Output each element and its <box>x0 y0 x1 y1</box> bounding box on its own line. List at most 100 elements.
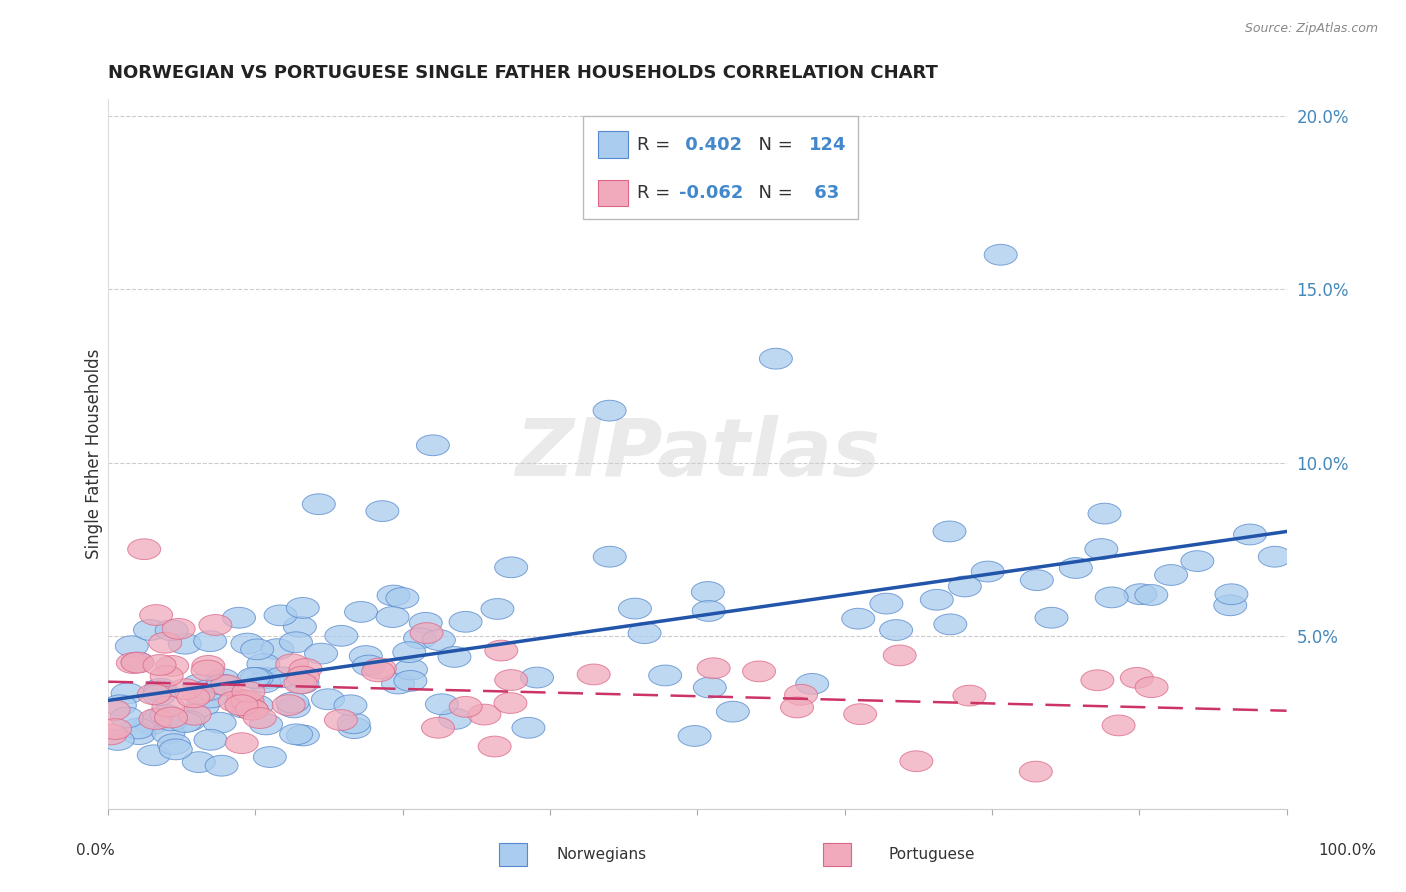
Ellipse shape <box>478 736 512 757</box>
Ellipse shape <box>235 699 269 720</box>
Ellipse shape <box>173 711 205 731</box>
Ellipse shape <box>404 628 437 648</box>
Ellipse shape <box>361 661 395 681</box>
Ellipse shape <box>394 671 427 691</box>
Ellipse shape <box>235 699 269 720</box>
Ellipse shape <box>972 561 1004 582</box>
Ellipse shape <box>693 677 727 698</box>
Text: 63: 63 <box>808 184 839 202</box>
Ellipse shape <box>1233 524 1267 545</box>
Ellipse shape <box>225 732 259 754</box>
Ellipse shape <box>422 630 456 650</box>
Ellipse shape <box>377 585 411 606</box>
Ellipse shape <box>115 636 148 657</box>
Ellipse shape <box>392 641 426 663</box>
Ellipse shape <box>162 618 195 640</box>
Ellipse shape <box>247 654 280 674</box>
Ellipse shape <box>149 632 181 653</box>
Ellipse shape <box>169 712 202 732</box>
Ellipse shape <box>481 599 515 619</box>
Ellipse shape <box>101 730 134 750</box>
Ellipse shape <box>312 689 344 710</box>
Ellipse shape <box>325 625 357 646</box>
Ellipse shape <box>194 687 228 708</box>
Ellipse shape <box>934 614 967 635</box>
Ellipse shape <box>157 734 190 755</box>
Ellipse shape <box>240 695 273 716</box>
Ellipse shape <box>449 697 482 717</box>
Ellipse shape <box>128 539 160 559</box>
Ellipse shape <box>1035 607 1069 628</box>
Ellipse shape <box>191 660 224 681</box>
Ellipse shape <box>844 704 877 724</box>
Ellipse shape <box>780 697 814 718</box>
Ellipse shape <box>485 640 517 661</box>
Ellipse shape <box>337 718 371 739</box>
Ellipse shape <box>247 672 281 693</box>
Ellipse shape <box>202 713 236 733</box>
Ellipse shape <box>252 668 284 689</box>
Ellipse shape <box>152 723 184 744</box>
Ellipse shape <box>240 639 274 660</box>
Ellipse shape <box>191 656 225 676</box>
Text: NORWEGIAN VS PORTUGUESE SINGLE FATHER HOUSEHOLDS CORRELATION CHART: NORWEGIAN VS PORTUGUESE SINGLE FATHER HO… <box>108 64 938 82</box>
Ellipse shape <box>207 669 239 690</box>
Text: Source: ZipAtlas.com: Source: ZipAtlas.com <box>1244 22 1378 36</box>
Ellipse shape <box>273 695 305 715</box>
Ellipse shape <box>238 667 270 689</box>
Ellipse shape <box>520 667 554 688</box>
Ellipse shape <box>1021 570 1053 591</box>
Ellipse shape <box>150 705 183 725</box>
Ellipse shape <box>240 667 273 689</box>
Ellipse shape <box>134 620 166 640</box>
Ellipse shape <box>179 705 211 725</box>
Ellipse shape <box>122 718 155 739</box>
Text: Norwegians: Norwegians <box>557 847 647 862</box>
Y-axis label: Single Father Households: Single Father Households <box>86 349 103 559</box>
Ellipse shape <box>366 500 399 522</box>
Ellipse shape <box>287 725 319 746</box>
Ellipse shape <box>759 348 793 369</box>
Ellipse shape <box>284 616 316 637</box>
Ellipse shape <box>262 639 294 659</box>
Ellipse shape <box>648 665 682 686</box>
Ellipse shape <box>205 756 238 776</box>
Ellipse shape <box>785 684 817 706</box>
Ellipse shape <box>183 674 215 695</box>
Text: -0.062: -0.062 <box>679 184 744 202</box>
Ellipse shape <box>1102 715 1135 736</box>
Ellipse shape <box>349 646 382 666</box>
Ellipse shape <box>692 600 725 622</box>
Ellipse shape <box>409 613 443 633</box>
Ellipse shape <box>512 717 546 739</box>
Ellipse shape <box>742 661 776 681</box>
Ellipse shape <box>437 647 471 667</box>
Ellipse shape <box>678 725 711 747</box>
Ellipse shape <box>411 623 443 643</box>
Ellipse shape <box>280 632 312 653</box>
Ellipse shape <box>226 690 260 711</box>
Ellipse shape <box>139 605 173 625</box>
Ellipse shape <box>211 675 243 696</box>
Ellipse shape <box>277 697 311 718</box>
Ellipse shape <box>290 658 322 680</box>
Ellipse shape <box>152 696 186 717</box>
Ellipse shape <box>1121 667 1153 689</box>
Ellipse shape <box>921 590 953 610</box>
Ellipse shape <box>934 521 966 541</box>
Ellipse shape <box>186 696 219 716</box>
Ellipse shape <box>193 680 225 700</box>
Ellipse shape <box>228 697 260 718</box>
Ellipse shape <box>984 244 1017 265</box>
Ellipse shape <box>117 653 149 673</box>
Ellipse shape <box>422 717 454 739</box>
Ellipse shape <box>121 652 155 673</box>
Text: N =: N = <box>747 184 799 202</box>
Ellipse shape <box>717 701 749 722</box>
Ellipse shape <box>1095 587 1128 607</box>
Ellipse shape <box>697 657 730 679</box>
Ellipse shape <box>1085 539 1118 559</box>
Ellipse shape <box>104 695 136 715</box>
Ellipse shape <box>953 685 986 706</box>
Ellipse shape <box>264 605 297 625</box>
